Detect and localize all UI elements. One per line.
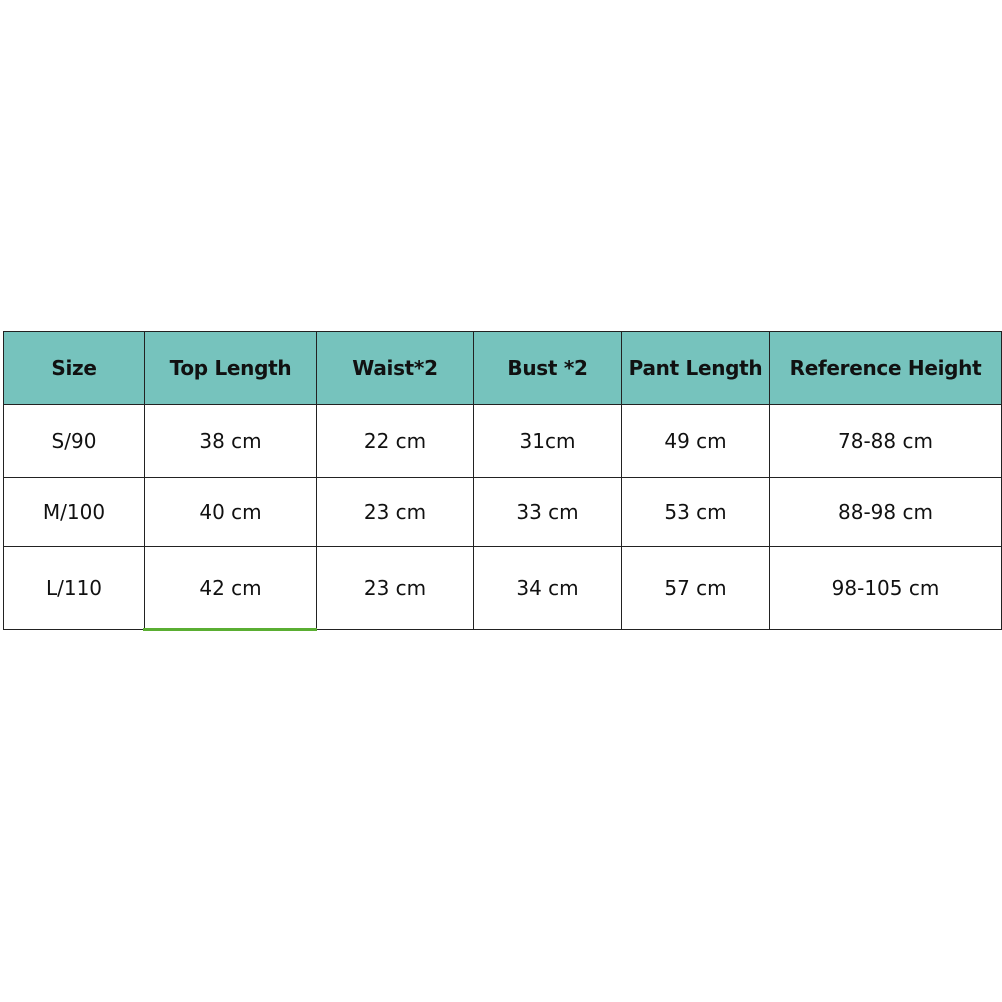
cell-bust: 31cm xyxy=(473,404,622,478)
cell-reference-height: 78-88 cm xyxy=(769,404,1002,478)
header-size: Size xyxy=(3,331,145,405)
cell-waist: 23 cm xyxy=(316,477,474,547)
header-reference-height: Reference Height xyxy=(769,331,1002,405)
cell-pant-length: 57 cm xyxy=(621,546,770,630)
cell-top-length: 42 cm xyxy=(144,546,317,630)
header-waist: Waist*2 xyxy=(316,331,474,405)
table-row: S/90 38 cm 22 cm 31cm 49 cm 78-88 cm xyxy=(3,404,1002,478)
cell-pant-length: 53 cm xyxy=(621,477,770,547)
header-pant-length: Pant Length xyxy=(621,331,770,405)
cell-pant-length: 49 cm xyxy=(621,404,770,478)
cell-size: M/100 xyxy=(3,477,145,547)
cell-top-length: 40 cm xyxy=(144,477,317,547)
cell-waist: 23 cm xyxy=(316,546,474,630)
header-top-length: Top Length xyxy=(144,331,317,405)
cell-reference-height: 88-98 cm xyxy=(769,477,1002,547)
cell-waist: 22 cm xyxy=(316,404,474,478)
green-underline-divider xyxy=(143,628,317,631)
table-row: L/110 42 cm 23 cm 34 cm 57 cm 98-105 cm xyxy=(3,546,1002,630)
header-bust: Bust *2 xyxy=(473,331,622,405)
cell-top-length: 38 cm xyxy=(144,404,317,478)
header-row: Size Top Length Waist*2 Bust *2 Pant Len… xyxy=(3,331,1002,405)
cell-bust: 34 cm xyxy=(473,546,622,630)
table-row: M/100 40 cm 23 cm 33 cm 53 cm 88-98 cm xyxy=(3,477,1002,547)
size-chart-table: Size Top Length Waist*2 Bust *2 Pant Len… xyxy=(3,331,1002,630)
cell-size: L/110 xyxy=(3,546,145,630)
cell-reference-height: 98-105 cm xyxy=(769,546,1002,630)
cell-bust: 33 cm xyxy=(473,477,622,547)
cell-size: S/90 xyxy=(3,404,145,478)
